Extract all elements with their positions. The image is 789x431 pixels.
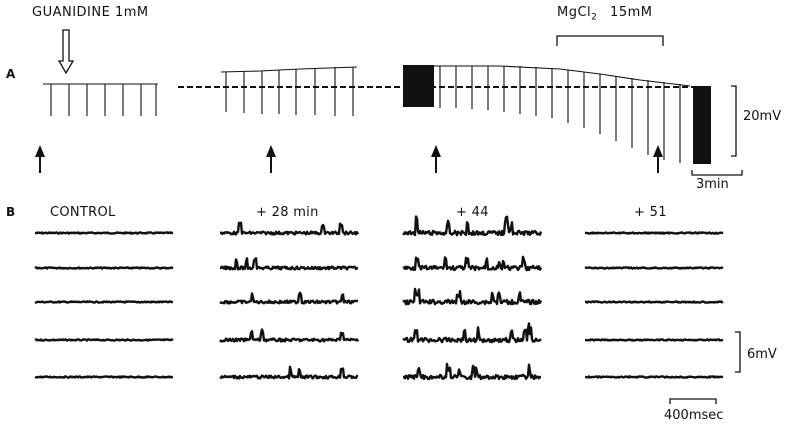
mgcl2-label: MgCl2 15mM xyxy=(557,5,652,23)
guanidine-arrow-icon xyxy=(57,29,75,75)
trace-b-group xyxy=(34,215,724,381)
arrow-up-icon-28min xyxy=(266,145,276,173)
mgcl2-bracket xyxy=(556,35,664,46)
noise-trace-c3-r1 xyxy=(402,215,543,237)
scale-bar-20mv xyxy=(731,85,737,157)
arrow-up-icon-44 xyxy=(431,145,441,173)
noise-trace-c3-r3 xyxy=(402,287,543,306)
noise-trace-c4-r1 xyxy=(584,231,724,235)
condition-label-28min: + 28 min xyxy=(256,205,319,220)
timepoint-arrows xyxy=(35,145,663,173)
trace-a-segment-2 xyxy=(220,66,358,116)
guanidine-label: GUANIDINE 1mM xyxy=(32,5,149,20)
noise-trace-c3-r4 xyxy=(402,322,542,344)
noise-trace-c3-r5 xyxy=(402,362,542,381)
condition-label-control: CONTROL xyxy=(50,205,116,220)
scale-bar-400msec xyxy=(669,398,717,404)
panel-label-b: B xyxy=(6,205,16,219)
noise-trace-c3-r2 xyxy=(402,255,543,272)
noise-trace-c4-r5 xyxy=(584,375,724,379)
noise-trace-c1-r1 xyxy=(34,231,174,235)
scale-label-3min: 3min xyxy=(696,177,729,192)
scale-bar-3min xyxy=(691,170,743,176)
noise-trace-c2-r4 xyxy=(219,328,360,343)
noise-trace-c2-r2 xyxy=(219,257,359,271)
scale-label-400msec: 400msec xyxy=(664,408,724,423)
noise-trace-c4-r3 xyxy=(584,300,724,304)
arrow-up-icon-51 xyxy=(653,145,663,173)
noise-trace-c1-r5 xyxy=(34,375,174,379)
noise-trace-c1-r2 xyxy=(34,266,174,270)
noise-trace-c1-r4 xyxy=(34,338,174,342)
mgcl2-subscript: 2 xyxy=(591,12,598,23)
trace-a-segment-1 xyxy=(43,83,158,116)
condition-label-51: + 51 xyxy=(634,205,667,220)
noise-trace-c1-r3 xyxy=(34,300,174,304)
noise-trace-c2-r1 xyxy=(219,221,360,236)
condition-label-44: + 44 xyxy=(456,205,489,220)
scale-label-20mv: 20mV xyxy=(743,109,782,124)
scale-bar-6mv xyxy=(735,331,741,373)
scale-label-6mv: 6mV xyxy=(747,347,777,362)
panel-label-a: A xyxy=(6,67,16,81)
noise-trace-c4-r4 xyxy=(584,338,724,342)
noise-trace-c4-r2 xyxy=(584,266,724,270)
trace-a-segment-3 xyxy=(403,65,711,164)
mgcl2-formula: MgCl xyxy=(557,5,592,20)
mgcl2-dose: 15mM xyxy=(610,5,653,20)
noise-trace-c2-r5 xyxy=(219,365,359,380)
noise-trace-c2-r3 xyxy=(219,291,359,305)
arrow-up-icon-control xyxy=(35,145,45,173)
